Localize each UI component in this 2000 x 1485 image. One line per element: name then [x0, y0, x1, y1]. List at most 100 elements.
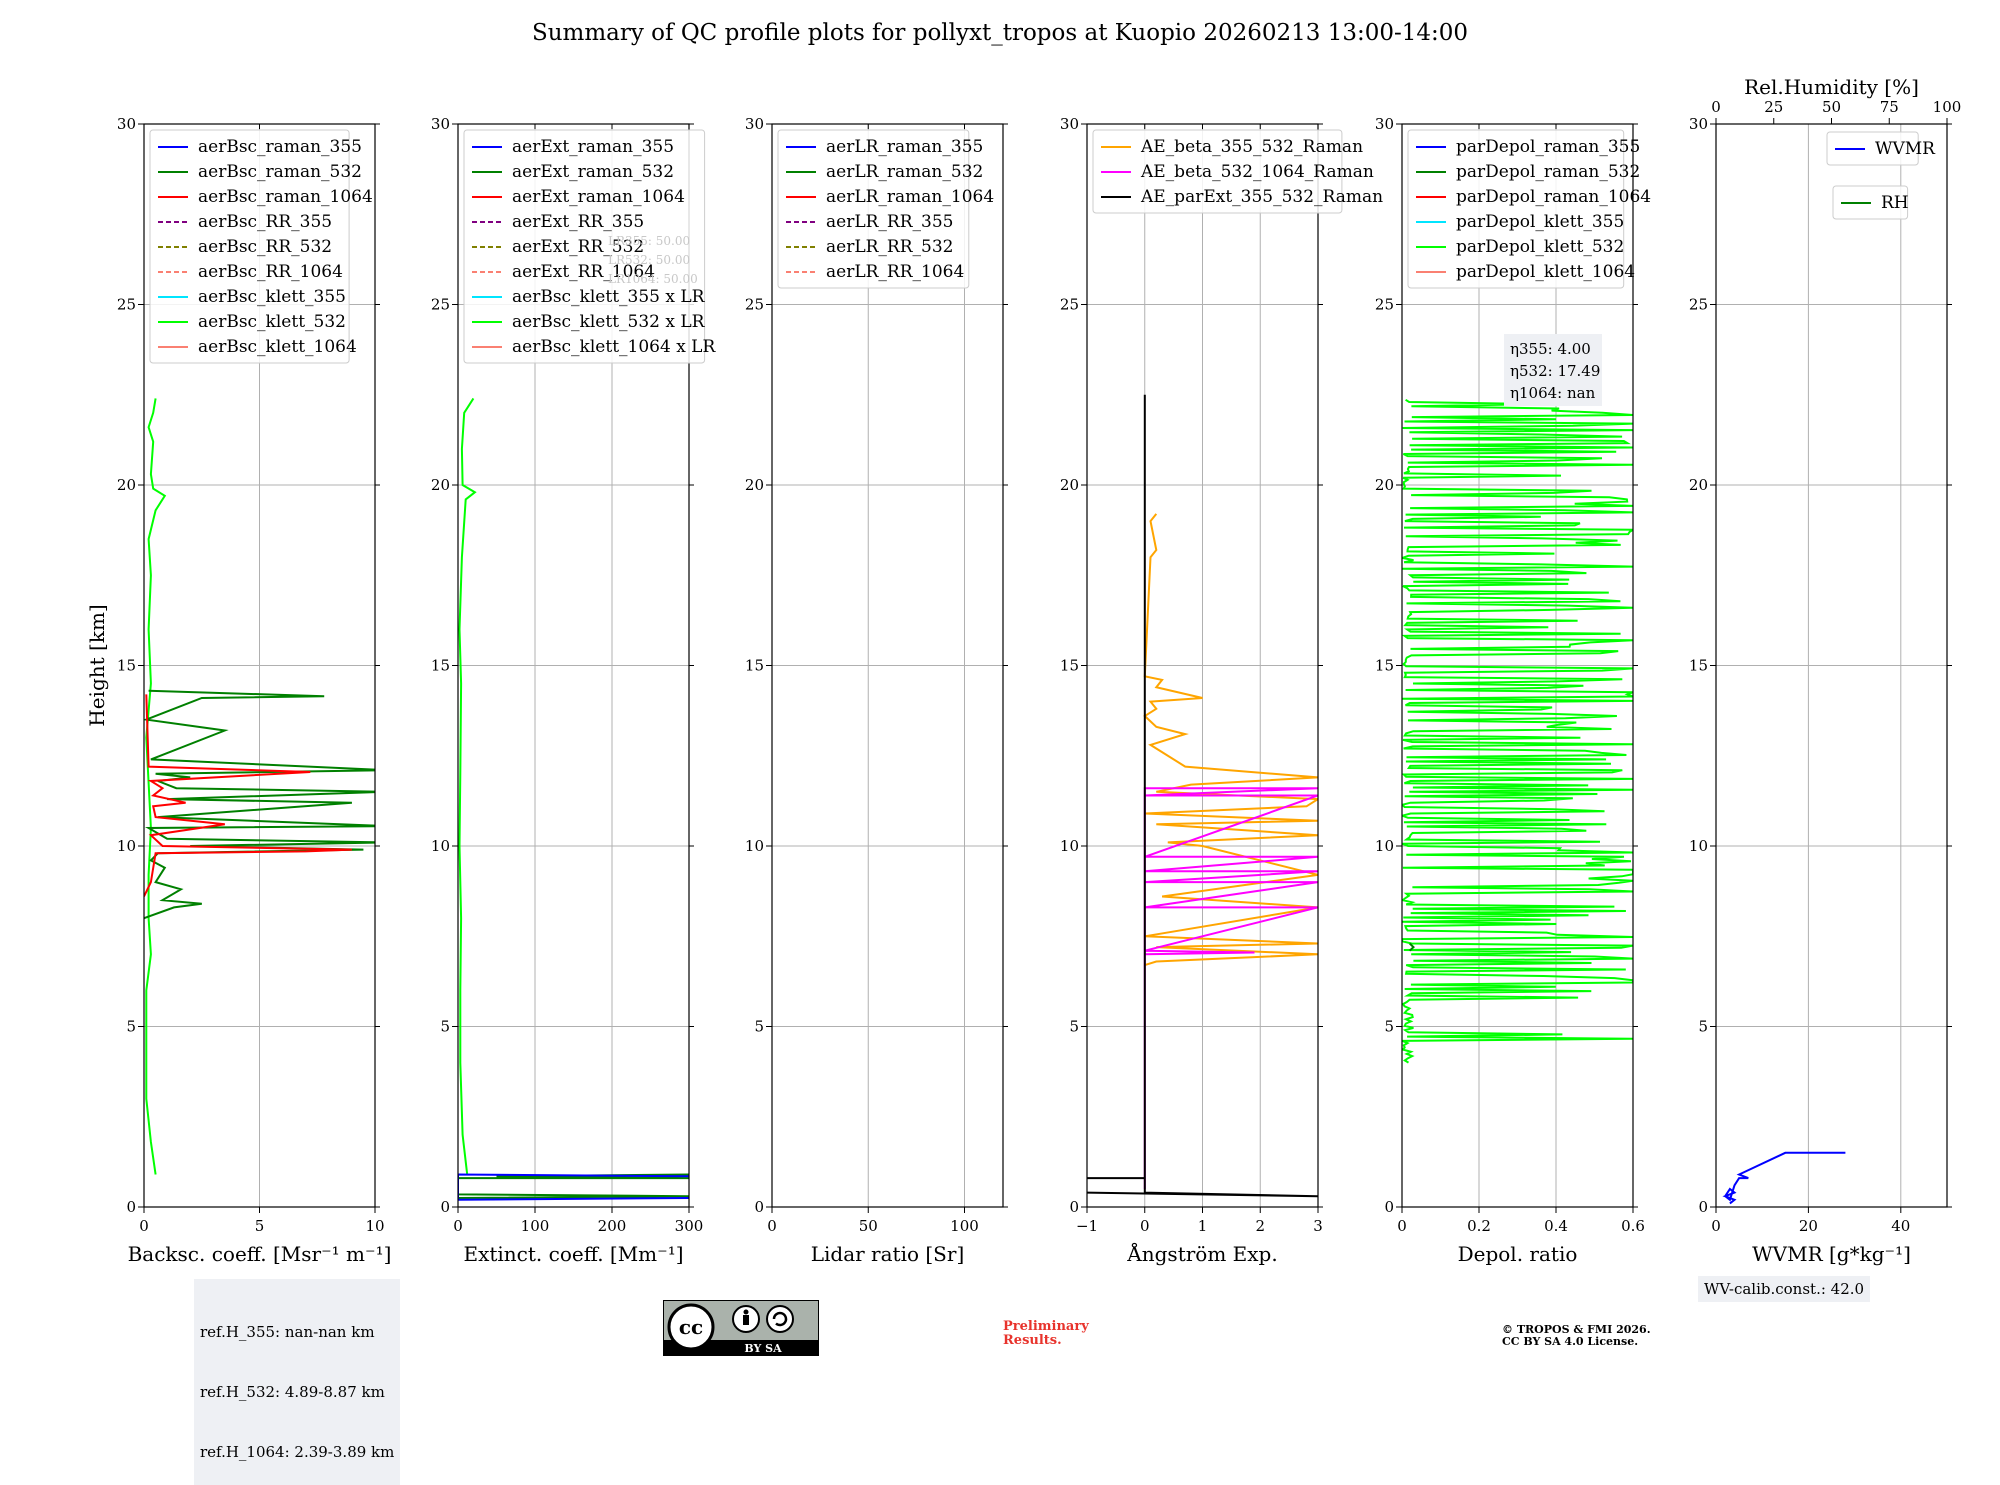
ref-line-355: ref.H_355: nan-nan km [200, 1323, 375, 1341]
legend-entry: aerLR_RR_355 [826, 212, 953, 232]
y-tick-label: 20 [1060, 476, 1079, 494]
x-tick-label: 100 [521, 1217, 550, 1235]
legend-entry: aerExt_raman_532 [512, 162, 674, 182]
legend-entry: parDepol_klett_1064 [1456, 262, 1635, 282]
y-tick-label: 15 [117, 657, 136, 675]
legend-entry: parDepol_raman_355 [1456, 137, 1640, 157]
y-tick-label: 25 [1375, 296, 1394, 314]
lidar-ratio-label: LR1064: 50.00 [608, 272, 698, 286]
share-alike-icon [766, 1305, 794, 1333]
legend: aerLR_raman_355 aerLR_raman_532 aerLR_rama… [777, 129, 994, 289]
legend: aerExt_raman_355 aerExt_raman_532 aerExt_r… [463, 129, 716, 364]
legend-box [463, 129, 706, 364]
x-tick-label: 0 [453, 1217, 463, 1235]
series-line-aerBsc_raman_532 [144, 689, 375, 920]
legend-entry: parDepol_raman_532 [1456, 162, 1640, 182]
legend-entry: aerBsc_klett_532 x LR [512, 312, 706, 332]
panel-wv: 0 20 40 0 5 10 15 20 25 30 WVMR [g*kg⁻¹] 0 25 50 75 100… [1689, 75, 1961, 1266]
legend-entry: WVMR [1875, 139, 1936, 159]
panel-bsc: 0 5 10 0 5 10 15 20 25 30 Backsc. coeff. [Msr⁻¹ m⁻… [117, 115, 391, 1266]
legend-entry: aerBsc_RR_1064 [198, 262, 343, 282]
series-line-aerBsc_raman_1064 [144, 694, 352, 897]
x-tick-label: 3 [1313, 1217, 1323, 1235]
x-tick-label: 1 [1198, 1217, 1208, 1235]
y-tick-label: 10 [1060, 837, 1079, 855]
y-tick-label: 25 [745, 296, 764, 314]
series-line-AE_beta_532_1064_Raman [1143, 787, 1318, 1189]
legend-entry: aerBsc_raman_1064 [198, 187, 373, 207]
y-tick-label: 20 [431, 476, 450, 494]
legend-entry: aerBsc_raman_355 [198, 137, 362, 157]
x-tick-label: 300 [675, 1217, 704, 1235]
series-line-aerBsc_klett_532 [145, 398, 167, 1175]
x-axis-label: Ångström Exp. [1126, 1241, 1277, 1266]
legend-entry: aerLR_raman_1064 [826, 187, 994, 207]
series-line-parDepol_raman_532 [1409, 942, 1415, 952]
y-tick-label: 10 [1689, 837, 1708, 855]
y-tick-label: 15 [431, 657, 450, 675]
x-tick-label: −1 [1076, 1217, 1098, 1235]
y-tick-label: 30 [1375, 115, 1394, 133]
legend: WVMR [1826, 131, 1936, 166]
series-line-aerExt_raman_532 [458, 1173, 689, 1199]
x-tick-label: 2 [1255, 1217, 1265, 1235]
legend-entry: aerBsc_klett_1064 x LR [512, 337, 716, 357]
legend: AE_beta_355_532_Raman AE_beta_532_1064_Ra… [1092, 129, 1383, 214]
y-tick-label: 5 [1698, 1018, 1708, 1036]
legend-entry: aerExt_raman_1064 [512, 187, 685, 207]
y-tick-label: 20 [1689, 476, 1708, 494]
y-tick-label: 20 [1375, 476, 1394, 494]
y-tick-label: 0 [1069, 1198, 1079, 1216]
copyright-note: © TROPOS & FMI 2026. CC BY SA 4.0 Licens… [1502, 1323, 1651, 1348]
x-tick-label: 0 [1397, 1217, 1407, 1235]
wv-calibration-box: WV-calib.const.: 42.0 [1698, 1276, 1871, 1302]
x-tick-label: 0 [139, 1217, 149, 1235]
cc-by-sa-license-badge: cc BY SA [663, 1300, 819, 1356]
legend-entry: aerBsc_klett_532 [198, 312, 346, 332]
legend-box [1407, 129, 1625, 289]
legend-entry: parDepol_raman_1064 [1456, 187, 1651, 207]
legend-entry: aerLR_RR_532 [826, 237, 953, 257]
y-tick-label: 15 [1689, 657, 1708, 675]
y-tick-label: 10 [431, 837, 450, 855]
legend-entry: aerBsc_RR_532 [198, 237, 332, 257]
legend-entry: aerBsc_RR_355 [198, 212, 332, 232]
eta-label: η355: 4.00 [1510, 340, 1591, 358]
legend-entry: aerLR_raman_355 [826, 137, 983, 157]
legend-entry: aerBsc_klett_355 x LR [512, 287, 706, 307]
series-line-parDepol_klett_532 [1402, 398, 1633, 1064]
legend-entry: RH [1881, 193, 1909, 213]
legend-box [1826, 131, 1919, 166]
y-tick-label: 20 [117, 476, 136, 494]
series-line-AE_beta_355_532_Raman [1143, 513, 1318, 967]
figure-title: Summary of QC profile plots for pollyxt_… [531, 20, 1469, 46]
series-line-WVMR [1722, 1151, 1846, 1205]
y-tick-label: 15 [745, 657, 764, 675]
data-layer [458, 397, 689, 1201]
legend-entry: aerLR_RR_1064 [826, 262, 964, 282]
preliminary-results-note: Preliminary Results. [1003, 1319, 1089, 1348]
license-badge-text: BY SA [744, 1342, 782, 1355]
series-line-aerExt_raman_355 [458, 1173, 689, 1201]
x-tick-label: 0 [1711, 1217, 1721, 1235]
legend-entry: aerExt_RR_1064 [512, 262, 655, 282]
y-tick-label: 10 [745, 837, 764, 855]
top-x-axis-label: Rel.Humidity [%] [1744, 75, 1919, 99]
eta-label: η532: 17.49 [1510, 362, 1600, 380]
y-tick-label: 25 [1689, 296, 1708, 314]
y-tick-label: 0 [440, 1198, 450, 1216]
data-layer [1087, 394, 1318, 1198]
y-tick-label: 30 [745, 115, 764, 133]
lidar-ratio-label: LR355: 50.00 [608, 234, 690, 248]
y-tick-label: 30 [1060, 115, 1079, 133]
data-layer [1722, 1151, 1846, 1205]
y-tick-label: 30 [1689, 115, 1708, 133]
y-tick-label: 5 [126, 1018, 136, 1036]
eta-box [1504, 334, 1602, 406]
legend-entry: aerBsc_klett_355 [198, 287, 346, 307]
y-tick-label: 10 [1375, 837, 1394, 855]
y-tick-label: 5 [440, 1018, 450, 1036]
panel-depol: 0 0.2 0.4 0.6 0 5 10 15 20 25 30 Depol. ratio parDep… [1375, 115, 1651, 1266]
legend-box [1092, 129, 1343, 214]
legend-entry: AE_beta_355_532_Raman [1140, 137, 1363, 157]
